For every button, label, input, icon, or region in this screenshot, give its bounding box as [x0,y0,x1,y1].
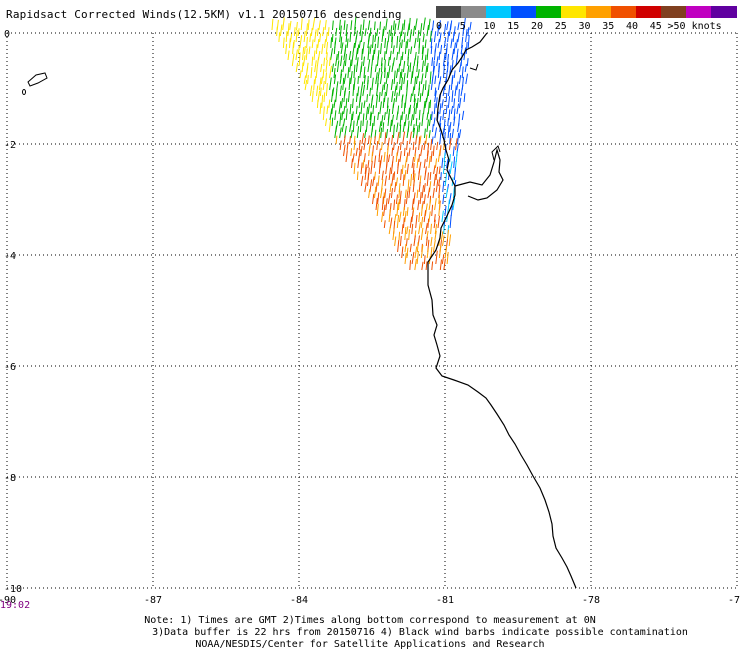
note-line-1: Note: 1) Times are GMT 2)Times along bot… [144,615,596,626]
legend-label: 45 [649,21,662,32]
lon-label-m90: -90 [0,595,16,606]
legend-swatch [486,6,512,18]
time-label: 19:02 [0,600,31,611]
lat-label-m6: -6 [4,362,16,373]
note-line-2: 3)Data buffer is 22 hrs from 20150716 4)… [152,627,688,638]
map-title: Rapidsact Corrected Winds(12.5KM) v1.1 2… [6,8,402,21]
lat-label-m10: -10 [4,584,22,595]
legend-label: 30 [578,21,591,32]
legend-label: 25 [554,21,567,32]
lat-label-m8: -8 [4,473,16,484]
wind-speed-legend: 0 5 10 15 20 25 30 35 40 45 >50 knots [436,6,737,36]
legend-label: 0 [436,21,443,32]
note-line-3: NOAA/NESDIS/Center for Satellite Applica… [195,639,545,650]
legend-label: 35 [602,21,615,32]
legend-label: >50 knots [667,21,722,32]
legend-swatch [561,6,587,18]
legend-label: 15 [507,21,520,32]
axis-labels: -90 -87 -84 -81 -78 -75 0 -2 -4 -6 -8 -10 [0,29,740,606]
legend-label: 10 [483,21,496,32]
legend-swatch [436,6,462,18]
wind-barb-swath [271,16,472,271]
lon-label-m78: -78 [582,595,600,606]
lat-label-m2: -2 [4,140,16,151]
lon-label-m75: -75 [728,595,740,606]
legend-swatch [636,6,662,18]
legend-swatch [661,6,687,18]
lon-label-m81: -81 [436,595,454,606]
legend-swatch [711,6,737,18]
legend-label: 40 [626,21,639,32]
legend-swatch [611,6,637,18]
legend-label: 5 [459,21,466,32]
lat-label-m4: -4 [4,251,16,262]
legend-label: 20 [531,21,544,32]
map-grid [6,32,738,589]
coastline [22,32,577,589]
lon-label-m84: -84 [290,595,308,606]
legend-swatch [586,6,612,18]
legend-swatch [536,6,562,18]
legend-swatch [686,6,712,18]
lon-label-m87: -87 [144,595,162,606]
legend-swatch [511,6,537,18]
legend-swatch [461,6,487,18]
lat-label-0: 0 [4,29,10,40]
